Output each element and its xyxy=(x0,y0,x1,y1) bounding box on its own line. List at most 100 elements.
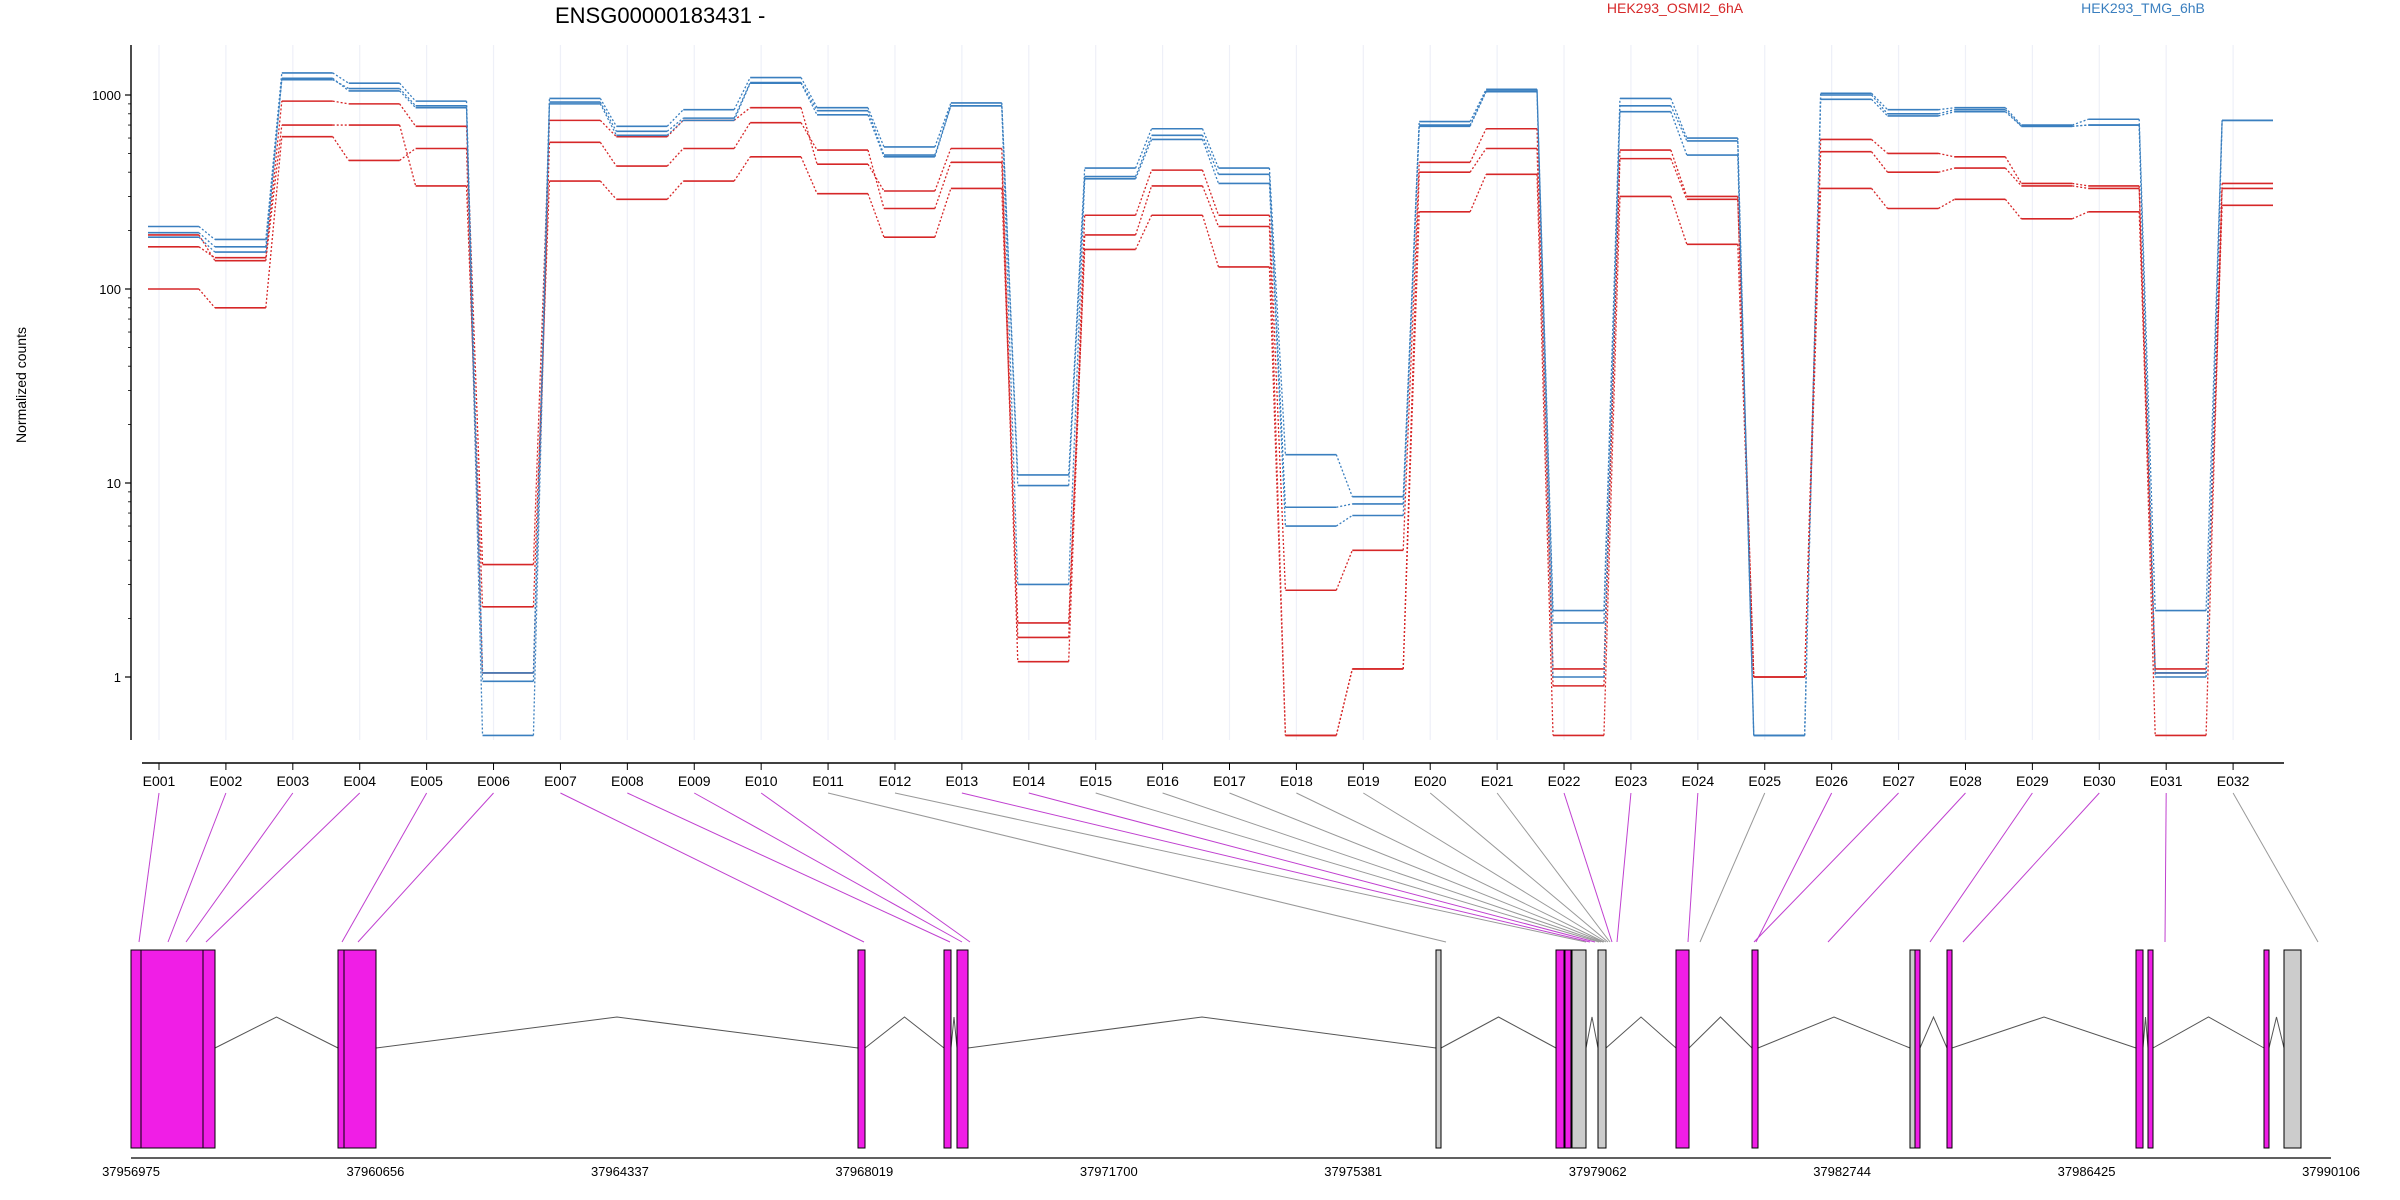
exon-connector xyxy=(1929,792,2033,943)
data-connector xyxy=(666,119,684,138)
data-connector xyxy=(733,107,751,121)
exon-block xyxy=(2135,949,2144,1149)
data-connector xyxy=(2072,124,2089,127)
data-connector xyxy=(532,181,551,607)
x-tick-label: E025 xyxy=(1748,773,1781,789)
data-connector xyxy=(2004,109,2022,127)
exon-connector xyxy=(1962,792,2100,943)
data-connector xyxy=(800,156,818,194)
data-connector xyxy=(2072,118,2089,126)
data-connector xyxy=(1737,140,1755,736)
x-tick-label: E022 xyxy=(1548,773,1581,789)
data-connector xyxy=(265,78,283,253)
x-tick-label: E001 xyxy=(143,773,176,789)
data-connector xyxy=(1402,162,1420,551)
exon-connector xyxy=(1699,792,1766,943)
x-tick-label: E010 xyxy=(745,773,778,789)
intron xyxy=(214,1016,339,1049)
exon-connector xyxy=(1162,792,1602,943)
data-connector xyxy=(1603,158,1621,686)
exon-block xyxy=(130,949,216,1149)
x-tick-label: E008 xyxy=(611,773,644,789)
data-connector xyxy=(332,72,350,84)
exon-connector xyxy=(827,792,1447,943)
x-tick-label: E002 xyxy=(210,773,243,789)
coordinate-label: 37956975 xyxy=(102,1164,160,1179)
exon-connector xyxy=(1616,792,1632,943)
vertical-gridlines xyxy=(158,45,2234,740)
data-connector xyxy=(2138,125,2156,678)
data-connector xyxy=(2205,188,2223,736)
data-connector xyxy=(2072,182,2089,187)
intron xyxy=(1951,1016,2137,1049)
exon-connector xyxy=(1095,792,1600,943)
data-connector xyxy=(1871,94,1889,115)
data-connector xyxy=(2004,198,2022,220)
data-connector xyxy=(1268,183,1287,527)
data-connector xyxy=(599,103,617,136)
data-connector xyxy=(1134,139,1153,180)
data-connector xyxy=(1336,503,1353,508)
data-connector xyxy=(1068,178,1086,585)
data-connector xyxy=(1871,151,1889,173)
gene-model xyxy=(130,949,2302,1149)
exon-connector xyxy=(961,792,1591,943)
data-connector xyxy=(1068,215,1086,638)
exon-connector xyxy=(205,792,361,943)
data-connector xyxy=(1938,107,1955,111)
data-connector xyxy=(1469,89,1487,122)
data-connector xyxy=(332,136,350,161)
y-tick-label: 100 xyxy=(99,282,121,297)
data-connector xyxy=(666,119,684,136)
data-connector xyxy=(733,77,751,110)
data-connector xyxy=(599,101,617,132)
x-tick-label: E017 xyxy=(1213,773,1246,789)
intron xyxy=(1585,1016,1599,1049)
data-connector xyxy=(1201,215,1220,268)
data-connector xyxy=(399,82,417,102)
exon-block xyxy=(1435,949,1442,1149)
data-connector xyxy=(2004,156,2022,184)
data-connector xyxy=(867,163,885,192)
data-connector xyxy=(599,119,617,138)
legend-item: HEK293_OSMI2_6hA xyxy=(1607,0,1744,16)
data-connector xyxy=(1201,169,1220,216)
data-connector xyxy=(1871,138,1888,154)
data-connector xyxy=(1335,550,1353,591)
data-connector xyxy=(666,148,684,167)
intron xyxy=(1605,1016,1677,1049)
exon-connector xyxy=(1229,792,1604,943)
exon-connector xyxy=(1753,792,1899,943)
data-connector xyxy=(1134,185,1153,236)
exon-block xyxy=(2263,949,2270,1149)
data-connector xyxy=(2138,211,2156,673)
data-connector xyxy=(198,288,216,309)
data-connector xyxy=(1402,172,1420,669)
legend: HEK293_OSMI2_6hA HEK293_TMG_6hB xyxy=(1607,0,2205,16)
exon-connector xyxy=(1687,792,1699,943)
exon-connector xyxy=(627,792,951,943)
x-tick-label: E031 xyxy=(2150,773,2183,789)
data-connector xyxy=(666,180,684,200)
data-connector xyxy=(399,103,417,127)
data-connector xyxy=(1268,226,1287,736)
x-tick-label: E024 xyxy=(1681,773,1714,789)
data-connector xyxy=(1201,139,1220,184)
exon-connector xyxy=(1563,792,1613,943)
data-connector xyxy=(599,98,617,127)
data-connector xyxy=(599,180,617,200)
x-tick-label: E023 xyxy=(1615,773,1648,789)
intron xyxy=(1757,1016,1911,1049)
coordinate-label: 37968019 xyxy=(835,1164,893,1179)
y-tick-label: 1000 xyxy=(92,88,121,103)
exon-connector xyxy=(185,792,294,943)
data-connector xyxy=(1135,214,1153,250)
data-connector xyxy=(867,110,885,156)
coordinate-label: 37986425 xyxy=(2058,1164,2116,1179)
data-connector xyxy=(1536,89,1554,611)
data-connector xyxy=(1201,128,1220,169)
series-lines xyxy=(148,72,2273,737)
data-connector xyxy=(733,156,751,182)
exon-connector xyxy=(167,792,227,943)
intron xyxy=(2142,1016,2149,1049)
